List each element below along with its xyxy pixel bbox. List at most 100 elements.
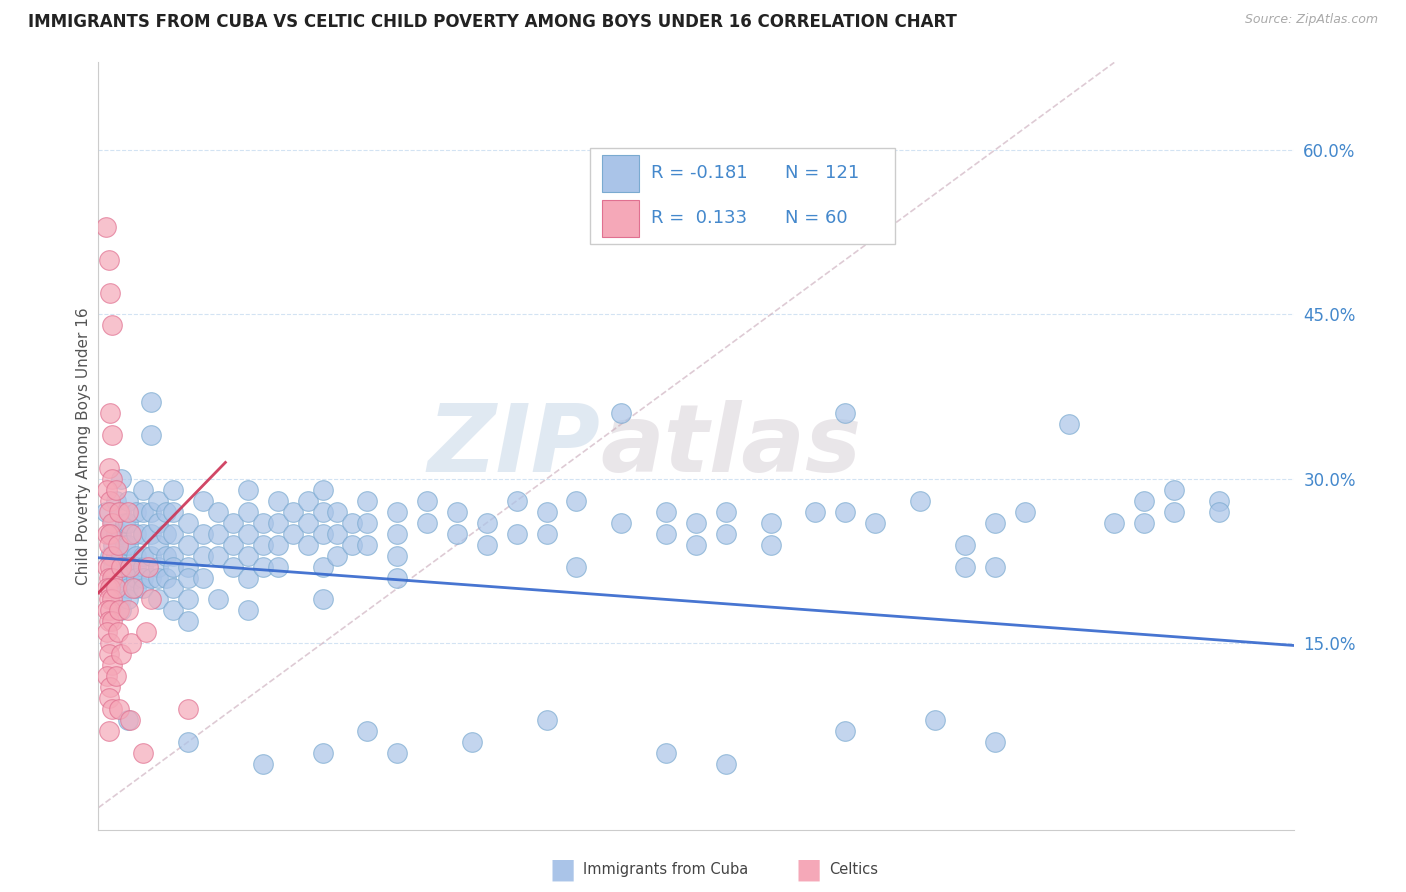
Point <box>908 493 931 508</box>
Point <box>98 549 122 563</box>
Point <box>139 428 162 442</box>
Point <box>114 559 136 574</box>
Point <box>191 570 214 584</box>
Point <box>236 603 259 617</box>
Point <box>759 516 782 530</box>
FancyBboxPatch shape <box>591 148 896 244</box>
Point <box>110 549 132 563</box>
Point <box>103 570 125 584</box>
Point <box>162 483 184 497</box>
Point <box>105 570 128 584</box>
Point <box>125 549 148 563</box>
Point <box>953 559 976 574</box>
Point <box>114 516 136 530</box>
Point <box>98 493 122 508</box>
Point <box>108 505 131 519</box>
Point <box>103 559 125 574</box>
Point <box>984 735 1007 749</box>
Point <box>148 538 170 552</box>
Point <box>536 713 558 727</box>
Point <box>110 592 132 607</box>
Point <box>96 669 118 683</box>
Point <box>155 505 177 519</box>
Point <box>252 559 274 574</box>
Point <box>1059 417 1081 431</box>
Point <box>342 516 364 530</box>
Point <box>98 680 122 694</box>
Point <box>105 582 128 596</box>
Point <box>311 505 333 519</box>
Point <box>139 570 162 584</box>
Point <box>132 570 155 584</box>
Point <box>101 516 124 530</box>
Point <box>924 713 946 727</box>
Point <box>252 516 274 530</box>
Point <box>94 219 117 234</box>
Point <box>536 505 558 519</box>
Point <box>105 493 128 508</box>
Point <box>356 723 378 738</box>
Point <box>267 538 290 552</box>
Point <box>685 538 707 552</box>
Point <box>356 493 378 508</box>
Point <box>177 570 200 584</box>
Point <box>105 483 128 497</box>
Point <box>207 526 229 541</box>
Point <box>105 526 128 541</box>
Point <box>125 559 148 574</box>
Text: Celtics: Celtics <box>830 863 879 877</box>
Point <box>311 559 333 574</box>
Point <box>101 428 124 442</box>
Point <box>385 505 409 519</box>
Point <box>536 526 558 541</box>
Point <box>110 647 132 661</box>
Point <box>714 756 737 771</box>
Point <box>148 493 170 508</box>
Point <box>236 549 259 563</box>
Point <box>177 592 200 607</box>
Point <box>132 483 155 497</box>
Point <box>98 526 122 541</box>
Point <box>207 592 229 607</box>
Point <box>385 549 409 563</box>
Point <box>506 493 529 508</box>
Point <box>1208 493 1230 508</box>
Point <box>834 406 856 420</box>
Point <box>98 582 122 596</box>
Point <box>121 582 143 596</box>
Point <box>110 603 132 617</box>
Point <box>162 549 184 563</box>
Point <box>236 526 259 541</box>
Point <box>385 570 409 584</box>
Point <box>97 615 120 629</box>
Point <box>191 493 214 508</box>
Point <box>984 516 1007 530</box>
Point <box>326 505 349 519</box>
Point <box>984 559 1007 574</box>
Text: ZIP: ZIP <box>427 400 600 492</box>
Point <box>117 713 139 727</box>
Point <box>281 526 304 541</box>
Point <box>139 505 162 519</box>
Point <box>107 625 129 640</box>
Text: Immigrants from Cuba: Immigrants from Cuba <box>583 863 749 877</box>
Point <box>1163 483 1185 497</box>
Text: IMMIGRANTS FROM CUBA VS CELTIC CHILD POVERTY AMONG BOYS UNDER 16 CORRELATION CHA: IMMIGRANTS FROM CUBA VS CELTIC CHILD POV… <box>28 13 957 31</box>
Point <box>252 756 274 771</box>
Point <box>105 669 128 683</box>
Point <box>162 603 184 617</box>
Point <box>125 582 148 596</box>
Point <box>139 526 162 541</box>
Point <box>236 570 259 584</box>
Point <box>1163 505 1185 519</box>
Point <box>96 526 118 541</box>
Point <box>110 559 132 574</box>
Point <box>446 526 468 541</box>
Point <box>101 472 124 486</box>
Point <box>101 592 124 607</box>
Point <box>117 582 139 596</box>
Point <box>416 493 439 508</box>
Point <box>148 592 170 607</box>
Point <box>297 493 319 508</box>
Point <box>98 526 122 541</box>
